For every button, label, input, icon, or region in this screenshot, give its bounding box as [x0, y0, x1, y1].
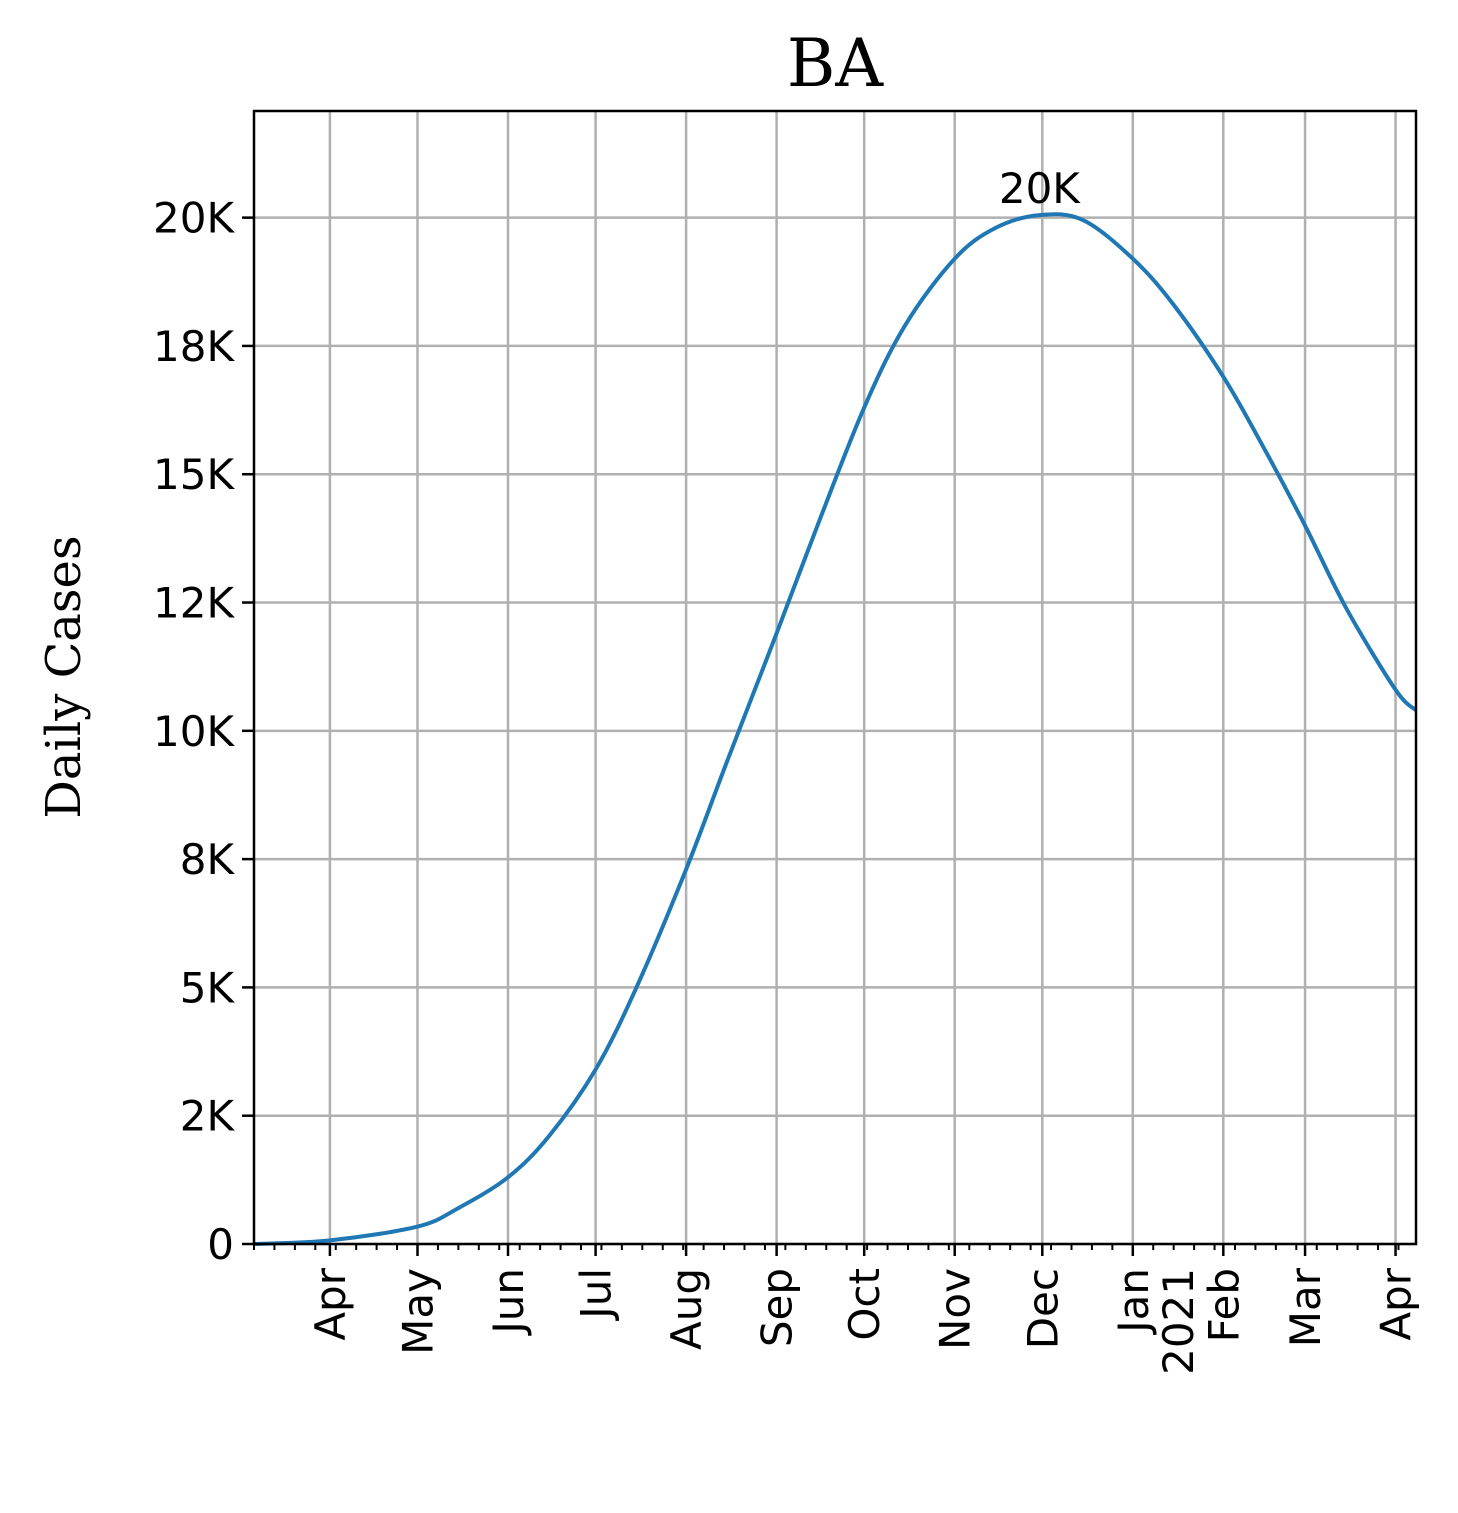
- x-tick-label-line: Apr: [306, 1267, 355, 1340]
- x-tick-label-line: Feb: [1199, 1268, 1248, 1342]
- x-tick-label-line: Nov: [931, 1268, 980, 1350]
- x-tick-label: Sep: [753, 1268, 802, 1347]
- x-tick-label: Aug: [662, 1268, 711, 1350]
- x-tick-label: Feb: [1199, 1268, 1248, 1342]
- series-line: [253, 212, 1418, 1246]
- x-tick-label-line: Sep: [753, 1268, 802, 1347]
- plot-frame: [252, 109, 1418, 1246]
- x-tick-label-line: Dec: [1018, 1268, 1067, 1349]
- y-tick-label: 15K: [153, 450, 235, 499]
- series-layer: [253, 212, 1418, 1246]
- x-tick-label-line: Apr: [1372, 1267, 1421, 1340]
- y-tick-label: 10K: [153, 707, 235, 756]
- x-tick-label: Apr: [306, 1267, 355, 1340]
- tick-layer: 0 2K 5K 8K 10K 12K 15K 18K 20K Apr May Jun Jul Aug Sep…: [153, 194, 1421, 1375]
- y-tick-label: 5K: [180, 963, 236, 1012]
- x-tick-label-line: Jun: [484, 1268, 533, 1337]
- x-tick-label: Jun: [484, 1268, 533, 1337]
- y-tick-label: 12K: [153, 579, 235, 628]
- y-tick-label: 8K: [180, 835, 236, 884]
- x-tick-label: Mar: [1281, 1267, 1330, 1347]
- x-tick-label: May: [393, 1268, 442, 1355]
- x-tick-label-line: 2021: [1154, 1268, 1203, 1375]
- y-tick-label: 18K: [153, 322, 235, 371]
- annotation-layer: 20K: [999, 164, 1081, 213]
- x-tick-label-line: Jan: [1109, 1268, 1158, 1336]
- y-axis-label: Daily Cases: [36, 535, 92, 818]
- chart-title: BA: [787, 25, 885, 102]
- x-tick-label-line: Mar: [1281, 1267, 1330, 1347]
- y-tick-label: 2K: [180, 1092, 236, 1141]
- grid-layer: [254, 111, 1416, 1246]
- y-tick-label: 0: [207, 1220, 234, 1269]
- x-tick-label: Jan2021: [1109, 1268, 1203, 1375]
- x-tick-label-line: May: [393, 1268, 442, 1355]
- x-tick-label-line: Jul: [572, 1268, 621, 1322]
- x-tick-label: Apr: [1372, 1267, 1421, 1340]
- x-tick-label: Dec: [1018, 1268, 1067, 1349]
- x-tick-label-line: Aug: [662, 1268, 711, 1350]
- x-tick-label: Jul: [572, 1268, 621, 1322]
- x-tick-label-line: Oct: [840, 1268, 889, 1341]
- x-tick-label: Nov: [931, 1268, 980, 1350]
- x-tick-label: Oct: [840, 1268, 889, 1341]
- peak-label: 20K: [999, 164, 1081, 213]
- y-tick-label: 20K: [153, 194, 235, 243]
